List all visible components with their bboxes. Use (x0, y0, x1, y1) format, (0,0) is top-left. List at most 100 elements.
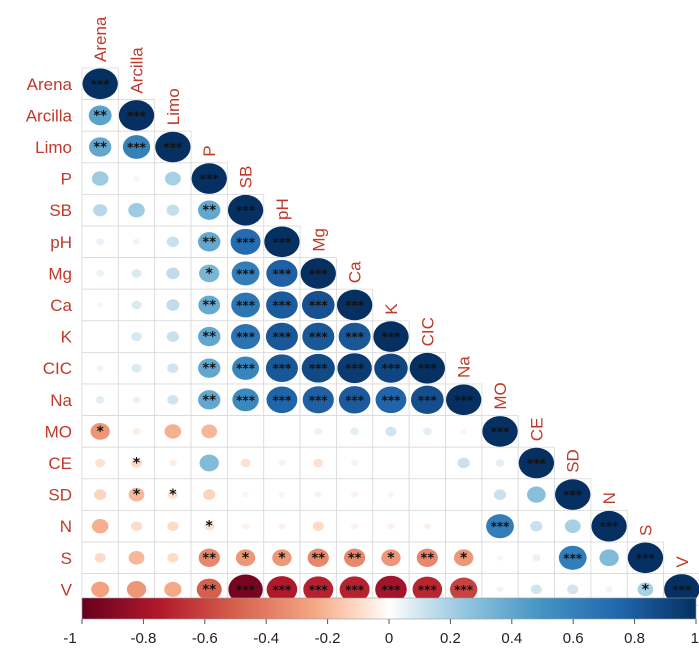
significance-label: *** (600, 520, 620, 534)
column-label: S (636, 525, 655, 536)
significance-label: ** (202, 330, 216, 345)
colorbar-tick-label: -0.8 (130, 630, 156, 647)
correlation-ellipse (167, 521, 178, 531)
correlation-ellipse (388, 492, 394, 497)
significance-label: *** (273, 362, 293, 376)
significance-label: *** (636, 551, 656, 565)
colorbar-tick-label: -0.4 (253, 630, 279, 647)
significance-label: *** (491, 520, 511, 534)
correlation-ellipse (351, 460, 358, 466)
column-label: N (600, 492, 619, 504)
row-label: MO (45, 422, 72, 441)
column-label: CIC (418, 317, 437, 346)
colorbar-tick-label: -1 (63, 630, 76, 647)
correlation-ellipse (92, 519, 109, 533)
correlation-ellipse (165, 172, 181, 186)
correlation-ellipse (95, 459, 105, 468)
significance-label: *** (345, 330, 365, 344)
significance-label: *** (236, 362, 256, 376)
colorbar-tick-label: -0.2 (315, 630, 341, 647)
significance-label: *** (345, 583, 365, 597)
significance-label: *** (236, 267, 256, 281)
column-label: Limo (164, 88, 183, 125)
correlation-ellipse (166, 268, 179, 279)
row-label: SD (48, 486, 72, 505)
correlation-ellipse (387, 523, 394, 529)
correlation-ellipse (97, 302, 103, 307)
column-label: K (382, 303, 401, 315)
significance-label: * (278, 550, 286, 566)
significance-label: *** (91, 77, 111, 91)
row-label: Arena (27, 75, 73, 94)
correlation-ellipse (167, 553, 178, 563)
grid-cell (446, 479, 482, 511)
correlation-ellipse (167, 363, 178, 373)
correlation-ellipse (96, 238, 104, 245)
correlation-ellipse (314, 428, 322, 435)
significance-label: *** (236, 235, 256, 249)
correlation-ellipse (350, 428, 359, 435)
correlation-ellipse (461, 429, 467, 434)
significance-label: *** (236, 583, 256, 597)
correlation-ellipse (133, 396, 141, 403)
correlation-ellipse (496, 586, 503, 592)
column-label: SD (564, 449, 583, 473)
significance-label: *** (309, 393, 329, 407)
correlation-ellipse (242, 523, 249, 529)
row-label: Na (50, 391, 72, 410)
significance-label: *** (491, 425, 511, 439)
correlation-ellipse (165, 424, 182, 438)
correlation-ellipse (351, 492, 358, 498)
correlation-ellipse (93, 204, 107, 216)
significance-label: * (206, 519, 214, 535)
correlation-ellipse (91, 582, 109, 598)
correlation-ellipse (166, 299, 179, 310)
significance-label: *** (273, 393, 293, 407)
column-label: MO (491, 382, 510, 409)
correlation-ellipse (128, 203, 145, 217)
significance-label: * (133, 456, 141, 472)
correlation-ellipse (313, 459, 323, 468)
correlation-ellipse (241, 459, 251, 468)
row-label: Ca (50, 296, 72, 315)
row-label: Arcilla (26, 106, 73, 125)
correlation-ellipse (599, 549, 618, 566)
colorbar-tick-label: -0.6 (192, 630, 218, 647)
row-label: CIC (43, 359, 72, 378)
correlation-ellipse (131, 521, 142, 531)
significance-label: ** (202, 299, 216, 314)
significance-label: *** (382, 362, 402, 376)
significance-label: ** (202, 551, 216, 566)
correlation-ellipse (243, 492, 249, 497)
correlation-ellipse (201, 425, 217, 439)
column-label: V (673, 556, 692, 568)
significance-label: * (242, 550, 250, 566)
significance-label: ** (421, 551, 435, 566)
colorbar-gradient (82, 598, 696, 619)
significance-label: *** (273, 330, 293, 344)
row-label: Limo (35, 138, 72, 157)
correlation-ellipse (127, 581, 146, 598)
correlation-ellipse (164, 582, 181, 597)
colorbar-tick-label: 0.8 (624, 630, 645, 647)
row-label: Mg (48, 264, 72, 283)
column-label: pH (273, 198, 292, 220)
correlation-ellipse (278, 523, 285, 529)
significance-label: *** (273, 267, 293, 281)
correlation-ellipse (132, 301, 142, 310)
colorbar-tick-label: 0.4 (501, 630, 522, 647)
colorbar-ticks: -1 -0.8 -0.6 -0.4 -0.2 0 0.2 0.4 0.6 0.8 1 (63, 619, 699, 647)
significance-label: *** (672, 583, 692, 597)
significance-label: *** (273, 235, 293, 249)
significance-label: *** (382, 330, 402, 344)
column-label: Na (455, 356, 474, 378)
significance-label: *** (454, 583, 474, 597)
correlation-ellipse (496, 459, 505, 466)
significance-label: * (387, 550, 395, 566)
correlation-ellipse (97, 365, 104, 371)
correlation-ellipse (278, 460, 285, 466)
row-label: CE (48, 454, 72, 473)
correlation-ellipse (92, 171, 109, 185)
significance-label: ** (202, 362, 216, 377)
correlation-ellipse (167, 395, 178, 405)
